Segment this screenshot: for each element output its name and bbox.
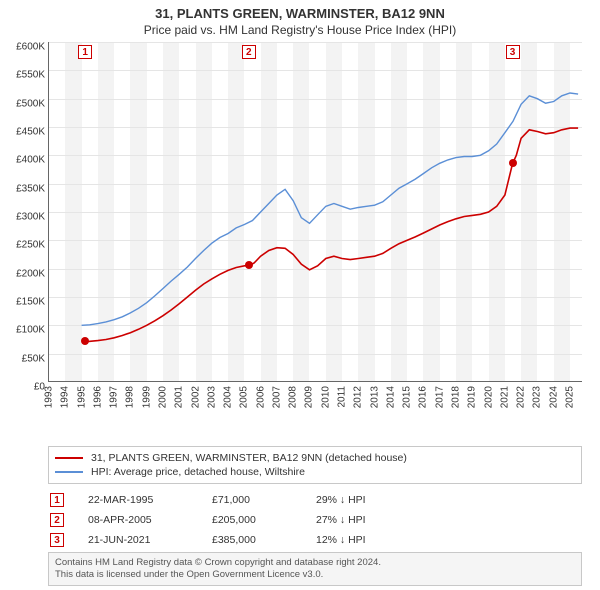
- x-tick: 1999: [141, 386, 152, 408]
- footer-line: Contains HM Land Registry data © Crown c…: [55, 557, 575, 569]
- y-tick: £400K: [1, 155, 45, 166]
- y-tick: £200K: [1, 268, 45, 279]
- y-tick: £550K: [1, 70, 45, 81]
- event-price: £71,000: [212, 494, 292, 506]
- y-tick: £50K: [1, 353, 45, 364]
- x-tick: 1997: [109, 386, 120, 408]
- x-tick: 2020: [483, 386, 494, 408]
- legend-row: HPI: Average price, detached house, Wilt…: [55, 465, 575, 479]
- x-tick: 2001: [174, 386, 185, 408]
- y-tick: £500K: [1, 98, 45, 109]
- x-tick: 2006: [255, 386, 266, 408]
- y-tick: £450K: [1, 127, 45, 138]
- x-tick: 2024: [548, 386, 559, 408]
- x-tick: 2003: [206, 386, 217, 408]
- event-marker: 1: [50, 493, 64, 507]
- x-tick: 1994: [60, 386, 71, 408]
- x-tick: 2007: [271, 386, 282, 408]
- x-tick: 2016: [418, 386, 429, 408]
- event-price: £205,000: [212, 514, 292, 526]
- y-tick: £100K: [1, 325, 45, 336]
- x-tick: 2019: [467, 386, 478, 408]
- x-tick: 2009: [304, 386, 315, 408]
- event-marker: 3: [50, 533, 64, 547]
- x-tick: 1995: [76, 386, 87, 408]
- event-date: 22-MAR-1995: [88, 494, 188, 506]
- sale-point: [245, 261, 253, 269]
- event-date: 21-JUN-2021: [88, 534, 188, 546]
- legend-label: HPI: Average price, detached house, Wilt…: [91, 466, 305, 478]
- x-tick: 2018: [451, 386, 462, 408]
- x-tick: 2014: [385, 386, 396, 408]
- y-tick: £250K: [1, 240, 45, 251]
- x-tick: 2012: [353, 386, 364, 408]
- x-tick: 2004: [223, 386, 234, 408]
- sale-point: [509, 159, 517, 167]
- event-price: £385,000: [212, 534, 292, 546]
- x-tick: 2010: [320, 386, 331, 408]
- x-tick: 2015: [402, 386, 413, 408]
- sale-point: [81, 337, 89, 345]
- y-tick: £300K: [1, 212, 45, 223]
- x-tick: 2000: [157, 386, 168, 408]
- legend-label: 31, PLANTS GREEN, WARMINSTER, BA12 9NN (…: [91, 452, 407, 464]
- x-tick: 1993: [44, 386, 55, 408]
- sale-marker: 1: [78, 45, 92, 59]
- footer-line: This data is licensed under the Open Gov…: [55, 569, 575, 581]
- x-tick: 2017: [434, 386, 445, 408]
- legend-swatch: [55, 471, 83, 473]
- page-subtitle: Price paid vs. HM Land Registry's House …: [0, 23, 600, 37]
- legend-row: 31, PLANTS GREEN, WARMINSTER, BA12 9NN (…: [55, 451, 575, 465]
- x-tick: 2005: [239, 386, 250, 408]
- sale-marker: 3: [506, 45, 520, 59]
- legend-swatch: [55, 457, 83, 459]
- event-hpi: 29% ↓ HPI: [316, 494, 580, 506]
- x-tick: 2023: [532, 386, 543, 408]
- events-table: 1 22-MAR-1995 £71,000 29% ↓ HPI 2 08-APR-2005…: [48, 490, 582, 550]
- event-hpi: 27% ↓ HPI: [316, 514, 580, 526]
- x-tick: 2025: [564, 386, 575, 408]
- sale-marker: 2: [242, 45, 256, 59]
- x-tick: 2008: [288, 386, 299, 408]
- x-tick: 2011: [337, 386, 348, 408]
- chart: £0£50K£100K£150K£200K£250K£300K£350K£400…: [48, 42, 582, 410]
- y-tick: £600K: [1, 42, 45, 53]
- event-hpi: 12% ↓ HPI: [316, 534, 580, 546]
- y-tick: £150K: [1, 297, 45, 308]
- legend: 31, PLANTS GREEN, WARMINSTER, BA12 9NN (…: [48, 446, 582, 484]
- page-title: 31, PLANTS GREEN, WARMINSTER, BA12 9NN: [0, 6, 600, 21]
- x-tick: 2013: [369, 386, 380, 408]
- event-date: 08-APR-2005: [88, 514, 188, 526]
- x-tick: 1998: [125, 386, 136, 408]
- event-row: 2 08-APR-2005 £205,000 27% ↓ HPI: [48, 510, 582, 530]
- event-row: 3 21-JUN-2021 £385,000 12% ↓ HPI: [48, 530, 582, 550]
- series-property: [85, 128, 578, 342]
- x-tick: 1996: [92, 386, 103, 408]
- y-tick: £0: [1, 382, 45, 393]
- license-footer: Contains HM Land Registry data © Crown c…: [48, 552, 582, 586]
- x-tick: 2021: [499, 386, 510, 408]
- event-row: 1 22-MAR-1995 £71,000 29% ↓ HPI: [48, 490, 582, 510]
- series-hpi: [82, 93, 578, 325]
- event-marker: 2: [50, 513, 64, 527]
- y-tick: £350K: [1, 183, 45, 194]
- x-tick: 2022: [516, 386, 527, 408]
- x-tick: 2002: [190, 386, 201, 408]
